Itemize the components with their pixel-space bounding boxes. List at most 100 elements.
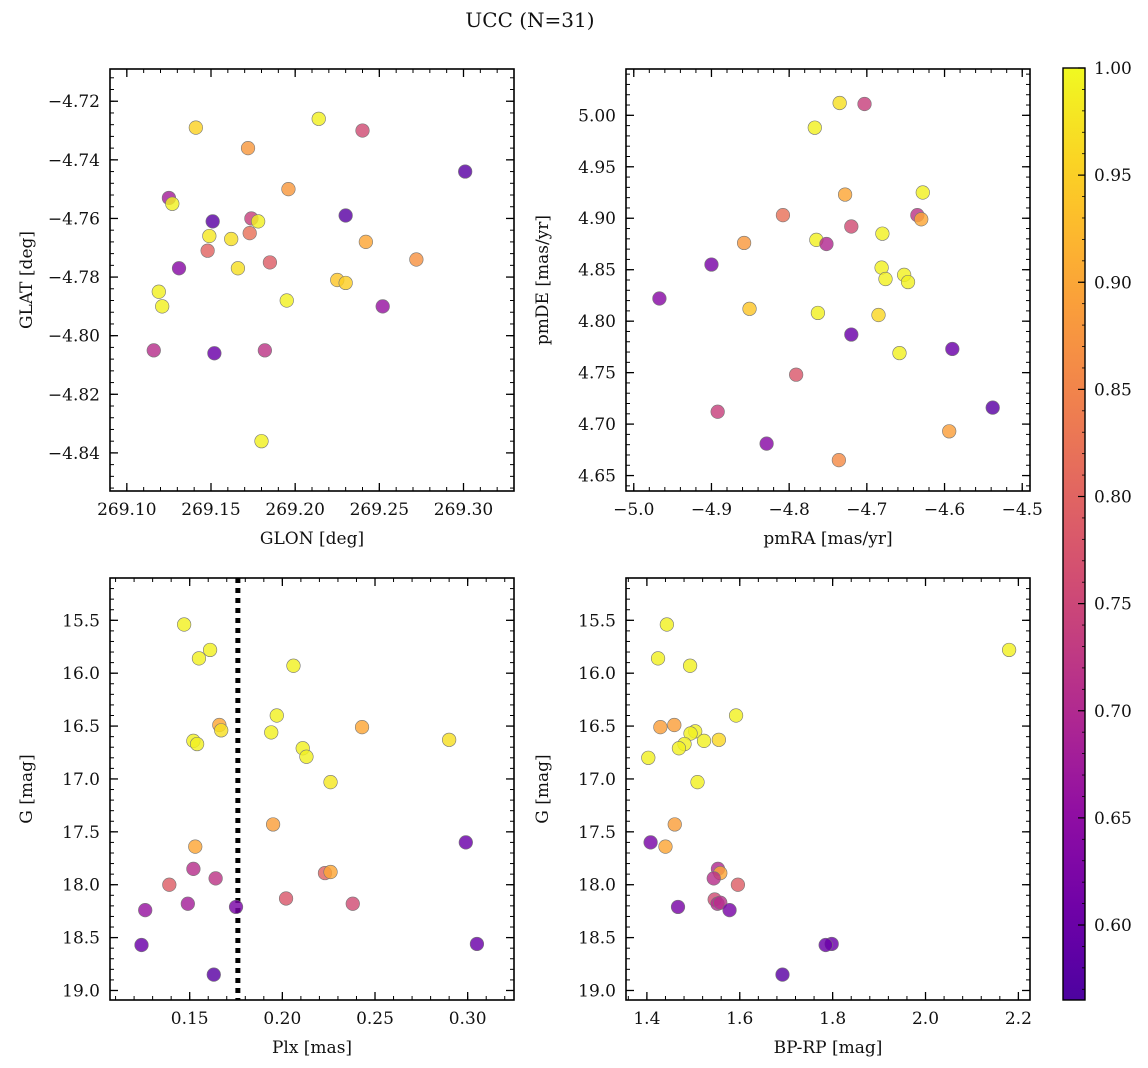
data-point bbox=[151, 284, 166, 299]
y-tick-label: 15.5 bbox=[62, 611, 100, 631]
data-point bbox=[942, 424, 957, 439]
data-point bbox=[338, 208, 353, 223]
x-axis-label: GLON [deg] bbox=[260, 529, 364, 549]
data-point bbox=[171, 261, 187, 276]
x-tick-label: −4.9 bbox=[691, 500, 732, 520]
data-point bbox=[819, 236, 834, 252]
y-tick-label: 5.00 bbox=[578, 106, 616, 126]
y-tick-label: 17.5 bbox=[578, 823, 616, 843]
data-point bbox=[279, 293, 294, 308]
data-point bbox=[706, 871, 721, 886]
data-point bbox=[251, 214, 266, 229]
y-axis-label: GLAT [deg] bbox=[17, 231, 37, 329]
data-point bbox=[214, 723, 229, 738]
colorbar-tick-label: 0.90 bbox=[1094, 273, 1132, 293]
y-tick-label: 16.5 bbox=[578, 717, 616, 737]
data-point bbox=[458, 164, 473, 179]
data-point bbox=[789, 367, 804, 382]
colorbar-tick-label: 0.95 bbox=[1094, 166, 1132, 186]
plot-frame bbox=[625, 577, 1031, 1001]
x-tick-label: 1.4 bbox=[633, 1009, 660, 1029]
y-tick-label: 18.0 bbox=[578, 876, 616, 896]
data-point bbox=[810, 305, 826, 321]
data-point bbox=[837, 187, 853, 202]
data-point bbox=[844, 327, 859, 342]
data-point bbox=[696, 733, 712, 748]
scatter-points bbox=[134, 617, 485, 982]
data-point bbox=[914, 212, 929, 227]
y-tick-label: −4.78 bbox=[48, 268, 100, 288]
data-point bbox=[242, 226, 257, 241]
data-point bbox=[286, 658, 301, 673]
data-point bbox=[736, 235, 752, 251]
colorbar-tick-label: 0.85 bbox=[1094, 380, 1132, 400]
data-point bbox=[892, 345, 907, 361]
data-point bbox=[650, 651, 666, 666]
data-point bbox=[358, 234, 373, 250]
x-tick-label: 269.15 bbox=[181, 500, 240, 520]
y-tick-label: 17.0 bbox=[578, 770, 616, 790]
data-point bbox=[165, 196, 180, 211]
data-point bbox=[643, 835, 658, 850]
x-tick-label: −4.8 bbox=[769, 500, 810, 520]
colorbar-gradient bbox=[1063, 68, 1085, 1000]
data-point bbox=[180, 896, 195, 911]
data-point bbox=[775, 967, 790, 982]
data-point bbox=[832, 95, 847, 111]
data-point bbox=[262, 255, 278, 270]
data-point bbox=[264, 725, 279, 740]
x-tick-label: 269.10 bbox=[97, 500, 156, 520]
data-point bbox=[202, 642, 218, 658]
y-tick-label: −4.74 bbox=[48, 151, 100, 171]
x-axis-label: BP-RP [mag] bbox=[774, 1038, 883, 1058]
data-point bbox=[311, 111, 326, 126]
data-point bbox=[915, 185, 930, 200]
data-point bbox=[728, 708, 744, 723]
data-point bbox=[900, 274, 916, 290]
x-axis-label: pmRA [mas/yr] bbox=[763, 529, 892, 549]
figure-title: UCC (N=31) bbox=[465, 8, 594, 32]
y-tick-label: 4.80 bbox=[578, 312, 616, 332]
x-tick-label: −4.6 bbox=[924, 500, 965, 520]
y-tick-label: 17.5 bbox=[62, 823, 100, 843]
x-tick-label: 0.30 bbox=[449, 1009, 487, 1029]
panel-glon-glat: 269.10 269.15 269.20 269.25 269.30 −4.72 −4.74… bbox=[17, 68, 515, 549]
x-tick-label: 269.25 bbox=[350, 500, 409, 520]
y-tick-label: 4.75 bbox=[578, 364, 616, 384]
data-point bbox=[355, 123, 370, 138]
panels: 269.10 269.15 269.20 269.25 269.30−4.72−4.74… bbox=[17, 68, 1043, 1058]
data-point bbox=[146, 343, 161, 358]
data-point bbox=[659, 617, 674, 632]
y-tick-label: 18.0 bbox=[62, 876, 100, 896]
panel-plx-g: 0.15 0.20 0.25 0.30 15.5 16.0 16.5 17.0 17.5 18.0… bbox=[17, 577, 515, 1058]
data-point bbox=[641, 750, 656, 765]
data-point bbox=[652, 291, 667, 306]
minor-ticks bbox=[110, 577, 514, 1000]
colorbar-tick-label: 1.00 bbox=[1094, 59, 1132, 79]
y-tick-label: 16.5 bbox=[62, 717, 100, 737]
data-point bbox=[775, 208, 791, 223]
x-tick-label: −4.5 bbox=[1002, 500, 1043, 520]
data-point bbox=[206, 967, 221, 982]
data-point bbox=[409, 252, 424, 267]
y-axis-label: G [mag] bbox=[533, 754, 553, 823]
panel-bprp-g: 1.4 1.6 1.8 2.0 2.2 15.5 16.0 16.5 17.0 17.5 18.0 1… bbox=[533, 577, 1032, 1058]
y-tick-label: 18.5 bbox=[578, 929, 616, 949]
data-point bbox=[162, 877, 177, 892]
data-point bbox=[683, 726, 698, 741]
data-point bbox=[191, 651, 207, 666]
data-point bbox=[186, 861, 201, 876]
data-point bbox=[188, 839, 203, 854]
y-tick-label: −4.76 bbox=[48, 209, 100, 229]
data-point bbox=[254, 434, 269, 449]
data-point bbox=[278, 891, 294, 906]
data-point bbox=[228, 899, 244, 915]
y-tick-label: −4.80 bbox=[48, 327, 100, 347]
y-tick-label: −4.72 bbox=[48, 92, 100, 112]
data-point bbox=[878, 271, 893, 287]
data-point bbox=[730, 877, 746, 892]
x-tick-label: 0.15 bbox=[171, 1009, 209, 1029]
x-tick-label: 269.30 bbox=[434, 500, 493, 520]
y-tick-label: 4.90 bbox=[578, 209, 616, 229]
data-point bbox=[722, 903, 737, 918]
